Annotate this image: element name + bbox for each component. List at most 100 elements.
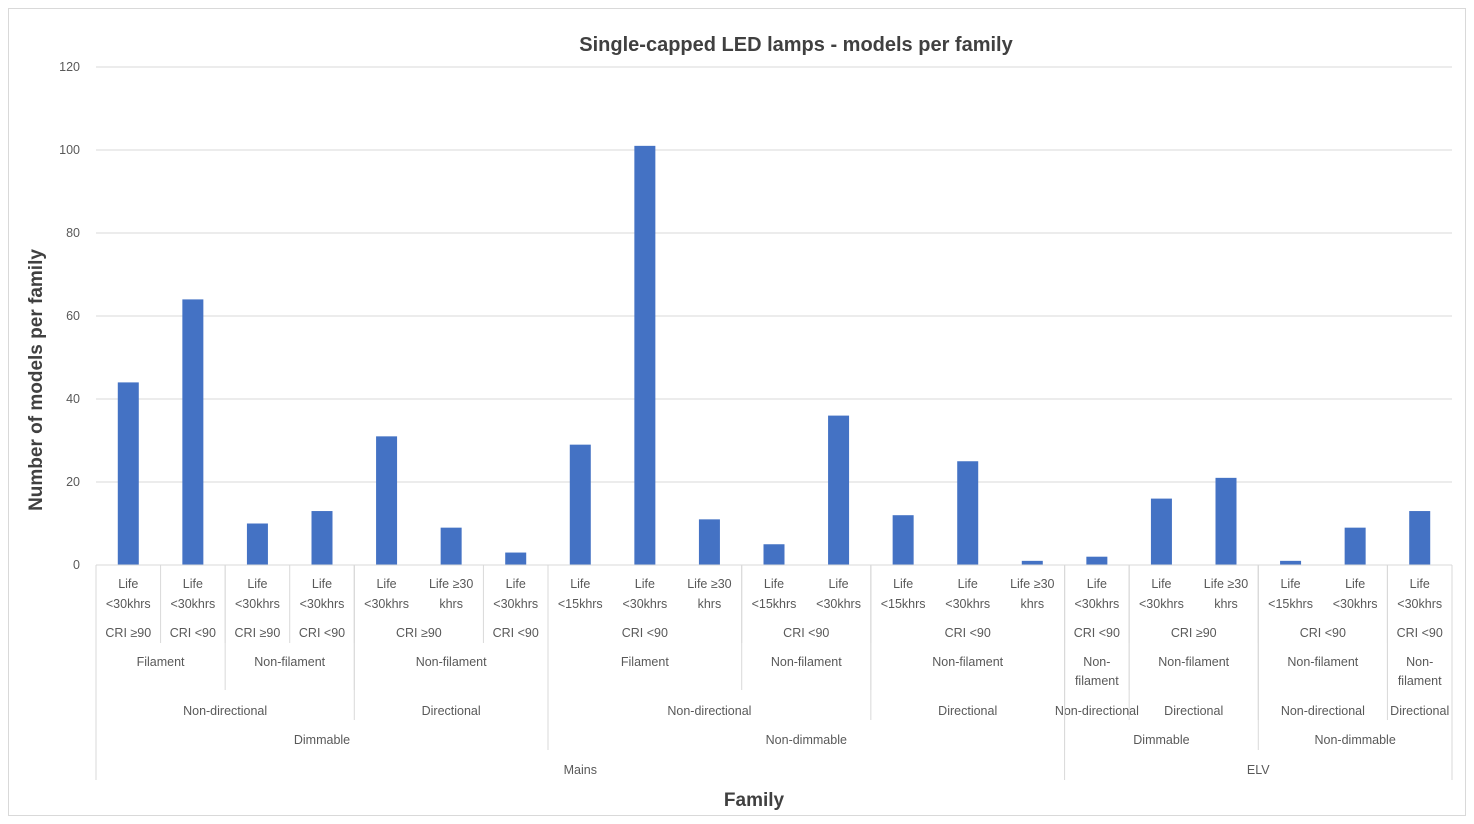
direction-label: Directional bbox=[1390, 704, 1449, 718]
life-label: <30khrs bbox=[364, 597, 409, 611]
y-tick-label: 40 bbox=[66, 392, 80, 406]
life-label: Life bbox=[1345, 577, 1365, 591]
life-label: Life ≥30 bbox=[687, 577, 731, 591]
bars bbox=[117, 145, 1431, 565]
y-axis-title: Number of models per family bbox=[26, 249, 47, 511]
cri-label: CRI <90 bbox=[170, 626, 216, 640]
life-label: <30khrs bbox=[493, 597, 538, 611]
bar bbox=[763, 544, 785, 565]
y-tick-label: 0 bbox=[73, 558, 80, 572]
life-label: <30khrs bbox=[1074, 597, 1119, 611]
bar bbox=[376, 436, 398, 565]
life-label: <30khrs bbox=[300, 597, 345, 611]
dimming-label: Dimmable bbox=[294, 733, 350, 747]
cri-label: CRI <90 bbox=[783, 626, 829, 640]
chart-frame bbox=[8, 8, 1466, 816]
direction-label: Non-directional bbox=[1281, 704, 1365, 718]
bar bbox=[634, 145, 656, 565]
dimming-label: Dimmable bbox=[1133, 733, 1189, 747]
bar bbox=[505, 552, 527, 565]
life-label: <30khrs bbox=[816, 597, 861, 611]
bar bbox=[1215, 477, 1237, 565]
bar bbox=[117, 382, 139, 565]
bar bbox=[311, 511, 333, 565]
life-label: Life bbox=[570, 577, 590, 591]
life-label: Life bbox=[118, 577, 138, 591]
life-label: <30khrs bbox=[1139, 597, 1184, 611]
direction-label: Directional bbox=[422, 704, 481, 718]
life-label: Life bbox=[247, 577, 267, 591]
life-label: Life bbox=[1280, 577, 1300, 591]
y-tick-label: 60 bbox=[66, 309, 80, 323]
cri-label: CRI <90 bbox=[622, 626, 668, 640]
y-tick-label: 80 bbox=[66, 226, 80, 240]
life-label: <15khrs bbox=[881, 597, 926, 611]
cri-label: CRI ≥90 bbox=[105, 626, 151, 640]
cri-label: CRI ≥90 bbox=[235, 626, 281, 640]
chart-title: Single-capped LED lamps - models per fam… bbox=[579, 34, 1013, 56]
life-label: Life bbox=[828, 577, 848, 591]
life-label: Life ≥30 bbox=[1204, 577, 1248, 591]
bar bbox=[1086, 556, 1108, 565]
life-label: Life bbox=[635, 577, 655, 591]
life-label: <15khrs bbox=[752, 597, 797, 611]
gridlines bbox=[96, 66, 1452, 483]
life-label: <30khrs bbox=[1397, 597, 1442, 611]
cri-label: CRI <90 bbox=[1300, 626, 1346, 640]
bar bbox=[1021, 560, 1043, 565]
cri-label: CRI <90 bbox=[945, 626, 991, 640]
x-axis-title: Family bbox=[724, 790, 785, 811]
shape-label: Non-filament bbox=[932, 655, 1003, 669]
life-label: Life ≥30 bbox=[1010, 577, 1054, 591]
cri-label: CRI <90 bbox=[1397, 626, 1443, 640]
cri-label: CRI ≥90 bbox=[396, 626, 442, 640]
y-tick-label: 120 bbox=[59, 60, 80, 74]
life-label: Life bbox=[312, 577, 332, 591]
life-label: <30khrs bbox=[106, 597, 151, 611]
bar bbox=[1344, 527, 1366, 565]
shape-label: filament bbox=[1075, 674, 1119, 688]
life-label: <30khrs bbox=[945, 597, 990, 611]
bar bbox=[1150, 498, 1172, 565]
shape-label: Non-filament bbox=[416, 655, 487, 669]
shape-label: Filament bbox=[137, 655, 185, 669]
shape-label: Non-filament bbox=[1287, 655, 1358, 669]
life-label: Life bbox=[893, 577, 913, 591]
direction-label: Directional bbox=[1164, 704, 1223, 718]
supply-label: Mains bbox=[564, 763, 597, 777]
life-label: Life ≥30 bbox=[429, 577, 473, 591]
life-label: Life bbox=[376, 577, 396, 591]
life-label: <30khrs bbox=[1333, 597, 1378, 611]
life-label: <30khrs bbox=[170, 597, 215, 611]
bar bbox=[182, 299, 204, 565]
life-label: Life bbox=[183, 577, 203, 591]
shape-label: Non-filament bbox=[254, 655, 325, 669]
bar bbox=[1409, 511, 1431, 565]
life-label: khrs bbox=[698, 597, 722, 611]
dimming-label: Non-dimmable bbox=[1315, 733, 1396, 747]
y-tick-labels: 0 20 40 60 80 100 120 bbox=[59, 60, 80, 572]
direction-label: Non-directional bbox=[667, 704, 751, 718]
shape-label: Non-filament bbox=[1158, 655, 1229, 669]
shape-label: Non- bbox=[1406, 655, 1433, 669]
cri-label: CRI ≥90 bbox=[1171, 626, 1217, 640]
life-label: Life bbox=[764, 577, 784, 591]
bar bbox=[1280, 560, 1302, 565]
life-label: khrs bbox=[1214, 597, 1238, 611]
direction-label: Non-directional bbox=[183, 704, 267, 718]
life-label: <30khrs bbox=[235, 597, 280, 611]
y-tick-label: 20 bbox=[66, 475, 80, 489]
category-axis: Life <30khrs Life <30khrs Life <30khrs Life <30… bbox=[95, 564, 1453, 780]
shape-label: Non-filament bbox=[771, 655, 842, 669]
shape-label: Non- bbox=[1083, 655, 1110, 669]
dimming-label: Non-dimmable bbox=[766, 733, 847, 747]
cri-label: CRI <90 bbox=[493, 626, 539, 640]
shape-label: Filament bbox=[621, 655, 669, 669]
direction-label: Directional bbox=[938, 704, 997, 718]
life-label: Life bbox=[506, 577, 526, 591]
shape-label: filament bbox=[1398, 674, 1442, 688]
supply-label: ELV bbox=[1247, 763, 1270, 777]
life-label: <15khrs bbox=[558, 597, 603, 611]
bar bbox=[892, 515, 914, 565]
